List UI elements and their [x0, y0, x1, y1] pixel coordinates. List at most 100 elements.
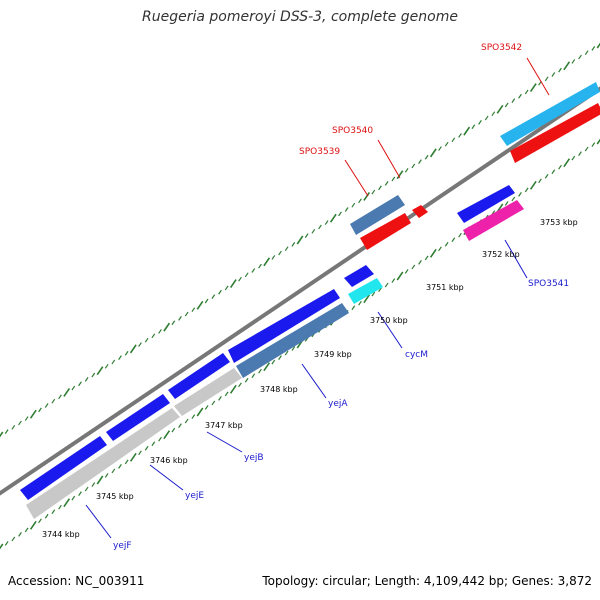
tick-mark [144, 337, 149, 343]
tick-mark [178, 316, 182, 321]
feature-yejB[interactable] [174, 368, 242, 416]
tick-mark [29, 520, 37, 530]
tick-mark [478, 120, 482, 125]
genome-summary-label: Topology: circular; Length: 4,109,442 bp… [262, 574, 592, 588]
tick-mark [371, 291, 376, 297]
tick-mark [371, 189, 376, 195]
tick-mark [258, 368, 262, 374]
tick-mark [158, 329, 162, 334]
tick-mark [178, 423, 182, 428]
gene-label[interactable]: cycM [405, 350, 428, 360]
gene-label[interactable]: SPO3542 [481, 43, 522, 53]
tick-mark [351, 305, 356, 311]
tick-mark [4, 429, 9, 434]
tick-mark [378, 185, 382, 191]
tick-mark [38, 407, 42, 413]
tick-mark [363, 294, 371, 304]
tick-mark [111, 359, 116, 365]
tick-mark [251, 268, 256, 273]
tick-mark [318, 224, 322, 230]
tick-mark [378, 287, 382, 292]
tick-mark [291, 242, 296, 247]
axis-tick-label: 3744 kbp [42, 530, 80, 539]
feature-forward-3[interactable] [168, 353, 230, 399]
tick-mark [244, 377, 249, 383]
tick-mark [538, 178, 542, 184]
tick-mark [404, 167, 409, 173]
tick-mark [58, 394, 62, 400]
feature-forward-4[interactable] [228, 289, 340, 363]
feature-cycM[interactable] [348, 278, 383, 304]
tick-mark [271, 255, 276, 260]
tick-mark [4, 541, 9, 546]
tick-mark [238, 276, 242, 282]
tick-mark [91, 372, 96, 378]
tick-mark [304, 233, 309, 238]
axis-tick-label: 3746 kbp [150, 456, 188, 465]
tick-mark [91, 482, 96, 487]
gene-label[interactable]: yejF [113, 541, 132, 551]
leader-line [504, 239, 528, 279]
tick-mark [504, 201, 509, 206]
gene-label[interactable]: SPO3539 [299, 147, 340, 157]
feature-SPO3539[interactable] [360, 213, 411, 250]
tick-mark [124, 459, 129, 465]
gene-label[interactable]: yejA [328, 399, 348, 409]
tick-mark [529, 83, 537, 93]
axis-tick-label: 3752 kbp [482, 250, 520, 259]
feature-forward-sky[interactable] [500, 82, 600, 146]
tick-mark [71, 495, 76, 501]
tick-mark [129, 344, 137, 354]
tick-mark [184, 418, 189, 424]
tick-mark [429, 148, 437, 158]
tick-mark [118, 355, 122, 360]
feature-forward-5[interactable] [344, 265, 374, 287]
tick-mark [44, 403, 49, 408]
tick-mark [418, 260, 422, 265]
tick-mark [171, 427, 176, 433]
tick-mark [229, 384, 237, 394]
gene-label[interactable]: SPO3540 [332, 126, 373, 136]
tick-mark [544, 173, 549, 179]
feature-SPO3540[interactable] [412, 205, 428, 218]
tick-mark [518, 192, 522, 197]
tick-mark [351, 202, 356, 208]
tick-mark [204, 298, 209, 304]
tick-mark [263, 257, 271, 267]
tick-mark [163, 430, 171, 440]
leader-line [206, 431, 243, 453]
feature-yejA[interactable] [236, 303, 349, 378]
feature-forward-2[interactable] [106, 394, 170, 441]
feature-SPO3539-steel[interactable] [350, 195, 405, 235]
gene-label[interactable]: yejE [185, 491, 204, 501]
feature-forward-6[interactable] [457, 185, 515, 223]
axis-tick-label: 3753 kbp [540, 218, 578, 227]
tick-mark [438, 146, 442, 151]
tick-mark [238, 382, 242, 388]
axis-tick-label: 3745 kbp [96, 492, 134, 501]
tick-mark [18, 532, 22, 537]
tick-mark [396, 170, 404, 180]
gene-label[interactable]: SPO3541 [528, 279, 569, 289]
tick-mark [496, 104, 504, 114]
tick-mark [204, 405, 209, 410]
tick-mark [563, 61, 571, 71]
tick-mark [151, 441, 156, 447]
feature-SPO3541[interactable] [463, 200, 524, 241]
tick-mark [24, 527, 29, 533]
feature-yejE[interactable] [26, 408, 180, 519]
gene-label[interactable]: yejB [244, 453, 264, 463]
tick-mark [524, 187, 529, 193]
tick-mark [51, 509, 56, 515]
tick-mark [278, 355, 282, 360]
tick-mark [504, 102, 509, 108]
tick-mark [591, 142, 596, 147]
tick-mark [584, 50, 589, 56]
feature-SPO3542[interactable] [510, 103, 600, 163]
tick-mark [284, 246, 289, 252]
tick-mark [18, 420, 22, 426]
tick-mark [551, 169, 556, 175]
tick-mark [124, 350, 129, 356]
tick-mark [71, 385, 76, 391]
feature-yejF-forward[interactable] [20, 436, 107, 500]
